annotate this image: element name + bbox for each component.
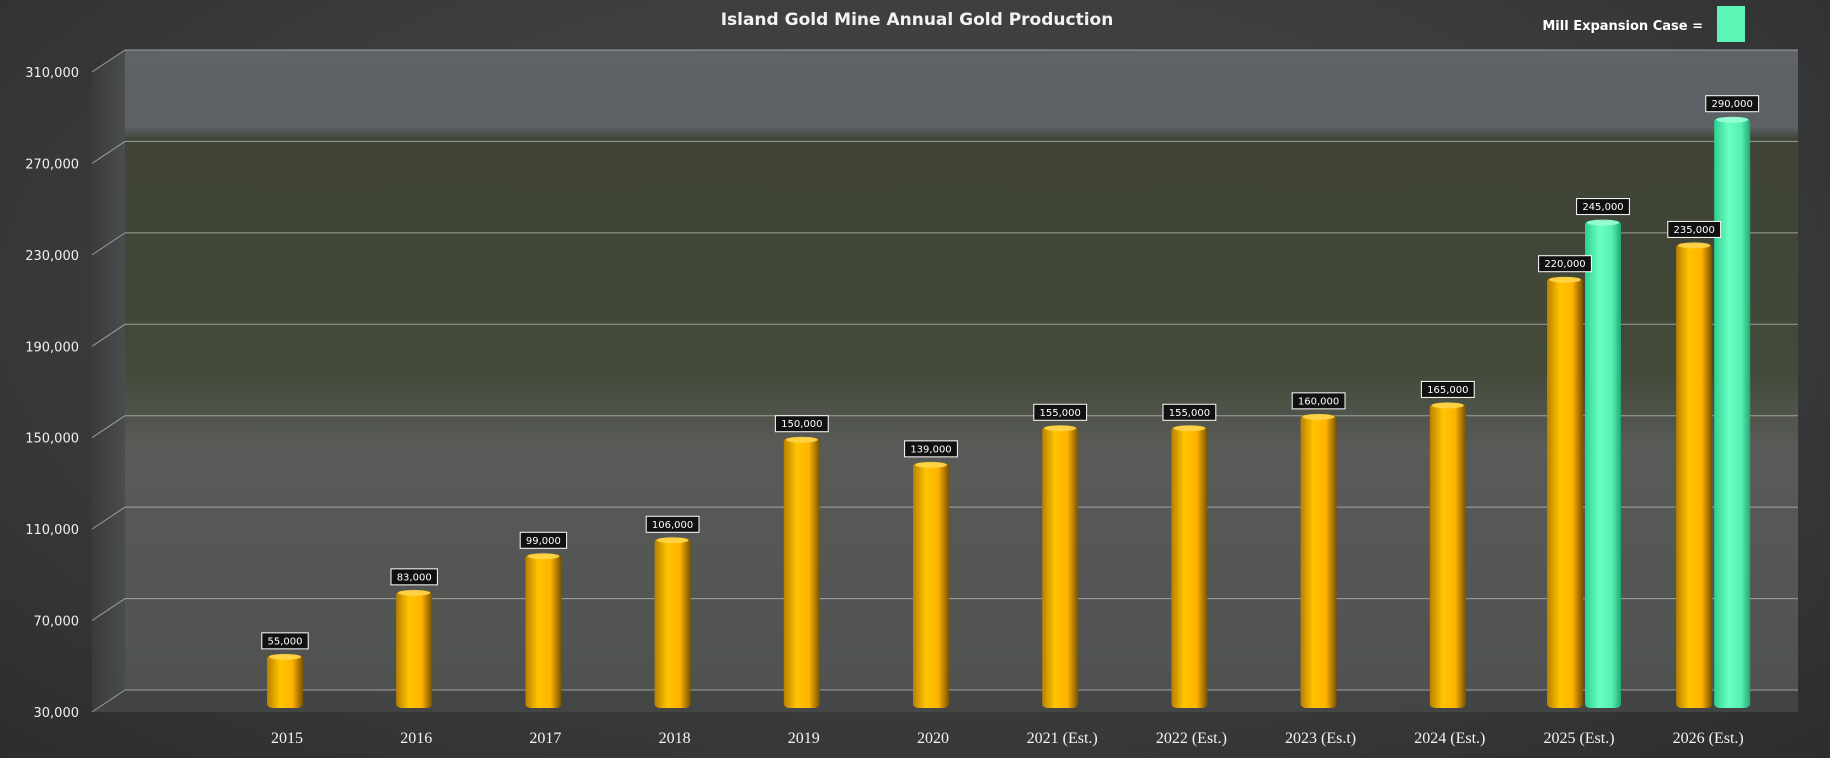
bar-mill-expansion <box>1714 117 1751 708</box>
data-label: 83,000 <box>397 572 432 583</box>
data-label-box <box>1162 403 1217 421</box>
y-tick-label: 310,000 <box>25 66 79 81</box>
bar-base-case <box>654 538 691 708</box>
data-label: 106,000 <box>652 520 693 531</box>
data-label: 245,000 <box>1582 202 1623 213</box>
bar-base-case-cap <box>1044 425 1077 432</box>
data-label-box <box>1420 380 1475 398</box>
bar-base-case <box>1171 426 1208 708</box>
gridline-depth <box>91 598 126 621</box>
bar-base-case <box>1300 414 1337 708</box>
x-tick-label: 2025 (Est.) <box>1543 730 1614 747</box>
gridline-depth <box>91 232 126 256</box>
bar-base-case-cap <box>1549 276 1581 283</box>
chart-title: Island Gold Mine Annual Gold Production <box>721 10 1114 30</box>
bar-base-case-cap <box>656 537 689 544</box>
bar-base-case-cap <box>398 589 431 596</box>
bar-base-case <box>1429 403 1466 708</box>
bar-base-case <box>1042 426 1079 708</box>
legend-swatch <box>1717 6 1745 42</box>
gridline-depth <box>91 506 126 530</box>
data-label-box <box>1033 403 1088 421</box>
y-tick-label: 190,000 <box>25 340 79 355</box>
plot-side-wall <box>92 50 125 712</box>
x-tick-label: 2021 (Est.) <box>1027 730 1098 747</box>
data-label: 290,000 <box>1712 99 1753 110</box>
gridline-depth <box>91 689 126 713</box>
bar-base-case-cap <box>915 461 947 468</box>
x-tick-label: 2026 (Est.) <box>1673 730 1744 747</box>
data-label-box <box>1667 220 1722 238</box>
data-label-box <box>261 632 309 650</box>
data-label-box <box>904 440 958 458</box>
bar-base-case-cap <box>1431 402 1464 409</box>
x-tick-label: 2023 (Es.t) <box>1285 730 1356 747</box>
bar-base-case <box>1676 243 1713 708</box>
bar-base-case-cap <box>1173 425 1206 432</box>
x-tick-label: 2024 (Est.) <box>1414 730 1485 747</box>
data-label-box <box>519 531 568 549</box>
data-label-box <box>1291 392 1346 410</box>
bars <box>267 116 1751 709</box>
gridline-depth <box>91 323 126 347</box>
x-tick-label: 2015 <box>271 730 303 747</box>
x-tick-label: 2020 <box>917 730 949 747</box>
data-label: 235,000 <box>1674 225 1715 236</box>
bar-base-case <box>1547 277 1583 708</box>
data-labels: 55,000 83,000 99,000 106,000 150,000 139,000 1… <box>261 95 1760 650</box>
x-tick-label: 2019 <box>788 730 820 747</box>
data-label: 99,000 <box>526 536 561 547</box>
bar-base-case <box>267 654 303 708</box>
y-tick-label: 150,000 <box>25 432 79 447</box>
legend-label: Mill Expansion Case = <box>1542 19 1703 34</box>
data-label-box <box>1538 255 1592 273</box>
bar-base-case-cap <box>1678 242 1711 249</box>
bar-mill-expansion <box>1585 220 1621 709</box>
bar-base-case <box>396 590 433 708</box>
x-axis: 2015 2016 2017 2018 2019 2020 2021 (Est.) 2022 … <box>271 730 1744 747</box>
data-label: 220,000 <box>1544 259 1585 270</box>
bar-base-case-cap <box>1302 413 1335 420</box>
x-tick-label: 2016 <box>400 730 432 747</box>
bar-base-case <box>783 437 820 708</box>
y-tick-label: 110,000 <box>25 523 79 538</box>
y-tick-label: 230,000 <box>25 249 79 264</box>
y-axis: 30,000 70,000 110,000 150,000 190,000 230,000… <box>25 66 79 721</box>
bar-base-case <box>913 462 949 708</box>
bar-mill-expansion-cap <box>1587 219 1619 226</box>
gridline-depth <box>91 49 126 73</box>
data-label-box <box>390 568 438 586</box>
bar-base-case-cap <box>785 436 818 443</box>
data-label-box <box>1705 95 1760 113</box>
gridlines <box>91 49 1798 713</box>
x-tick-label: 2018 <box>659 730 691 747</box>
bar-base-case-cap <box>527 553 560 560</box>
gridline-depth <box>91 415 126 439</box>
bar-mill-expansion-cap <box>1716 116 1749 123</box>
bar-base-case <box>525 554 562 708</box>
data-label: 155,000 <box>1169 408 1210 419</box>
x-tick-label: 2017 <box>529 730 561 747</box>
data-label: 155,000 <box>1040 408 1081 419</box>
x-tick-label: 2022 (Est.) <box>1156 730 1227 747</box>
bar-base-case-cap <box>269 653 301 660</box>
data-label: 165,000 <box>1427 385 1468 396</box>
data-label: 139,000 <box>910 444 951 455</box>
y-tick-label: 270,000 <box>25 157 79 172</box>
data-label: 150,000 <box>781 419 822 430</box>
y-tick-label: 70,000 <box>34 615 80 630</box>
data-label: 160,000 <box>1298 396 1339 407</box>
legend: Mill Expansion Case = <box>1542 6 1745 42</box>
y-tick-label: 30,000 <box>34 706 80 721</box>
data-label: 55,000 <box>268 636 303 647</box>
data-label-box <box>645 515 700 533</box>
data-label-box <box>1576 198 1630 216</box>
gridline-depth <box>91 141 126 164</box>
data-label-box <box>774 415 829 433</box>
